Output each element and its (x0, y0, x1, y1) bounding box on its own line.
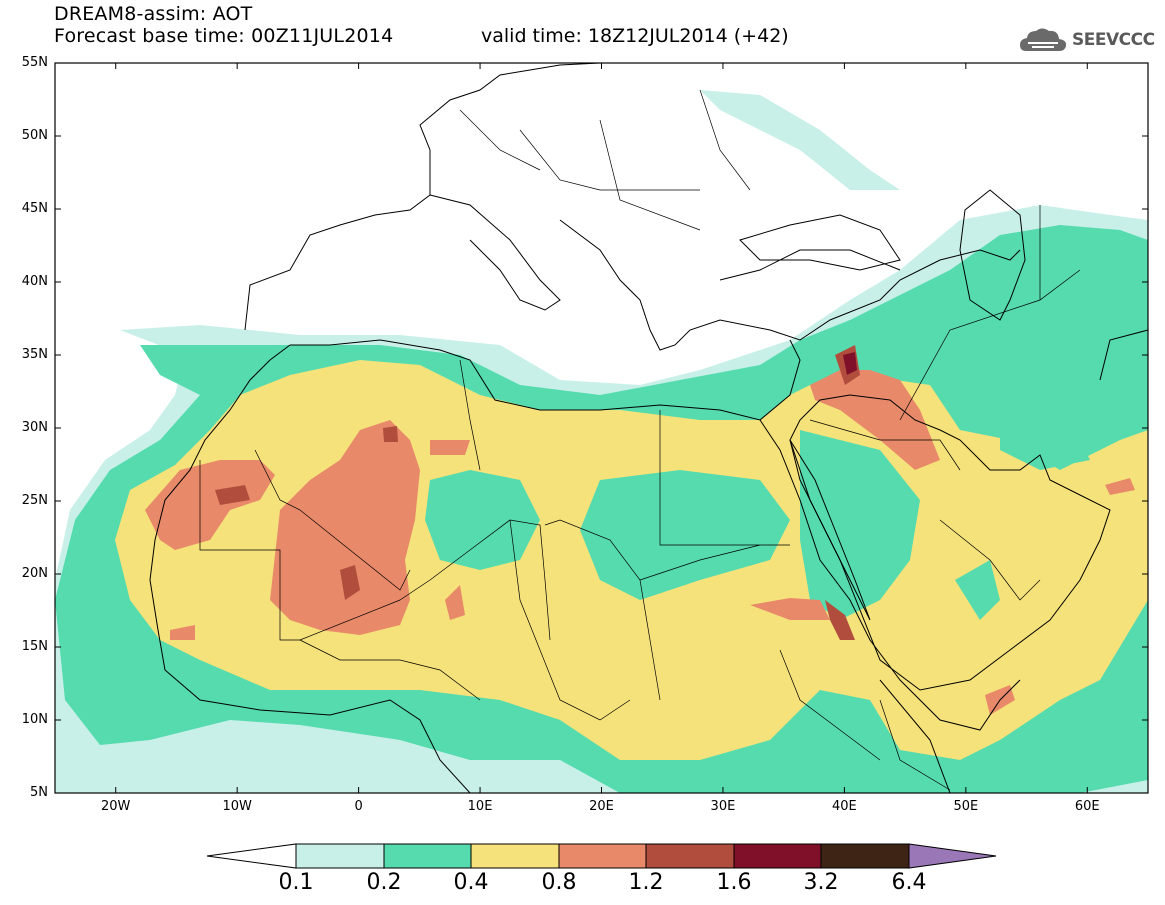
black-caspian-sea (739, 189, 1026, 321)
lat-label: 55N (21, 55, 48, 70)
logo-text: SEEVCCC (1072, 30, 1155, 50)
coastlines (149, 63, 1148, 793)
colorbar-bin-4 (558, 843, 647, 869)
colorbar-label: 1.6 (716, 870, 752, 895)
colorbar-bin-7 (820, 843, 910, 869)
colorbar-bin-6 (733, 843, 822, 869)
lat-label: 5N (30, 785, 48, 800)
colorbar-label: 6.4 (891, 870, 927, 895)
lon-label: 30E (710, 799, 736, 814)
lon-label: 0 (354, 799, 363, 814)
colorbar-label: 0.8 (541, 870, 577, 895)
lat-label: 40N (21, 274, 48, 289)
lat-label: 15N (21, 639, 48, 654)
africa-coastline (149, 339, 1021, 793)
lat-label: 50N (21, 128, 48, 143)
map-title: DREAM8-assim: AOT (54, 3, 253, 25)
red-sea (789, 439, 871, 621)
border-lines (199, 89, 1081, 791)
lon-label: 10W (222, 799, 252, 814)
lon-label: 50E (953, 799, 979, 814)
colorbar-bin-5 (645, 843, 735, 869)
colorbar (206, 843, 997, 869)
lat-label: 45N (21, 201, 48, 216)
lat-label: 20N (21, 566, 48, 581)
colorbar-bin-1 (295, 843, 385, 869)
colorbar-label: 0.1 (278, 870, 314, 895)
colorbar-label: 3.2 (803, 870, 839, 895)
arabia-coastline (789, 329, 1148, 691)
axis-ticks (55, 62, 1148, 794)
aot-band-0-8 (145, 370, 1135, 715)
aot-band-1-6 (843, 352, 857, 375)
cloud-logo-icon (1020, 28, 1067, 51)
colorbar-label: 1.2 (628, 870, 664, 895)
colorbar-under-arrow (206, 843, 297, 869)
lon-label: 20E (589, 799, 614, 814)
colorbar-bin-2 (383, 843, 472, 869)
lat-label: 25N (21, 493, 48, 508)
lat-label: 10N (21, 712, 48, 727)
forecast-base-time: Forecast base time: 00Z11JUL2014 (54, 25, 394, 47)
aot-band-0-2-inner (425, 400, 1090, 620)
lat-label: 35N (21, 347, 48, 362)
lon-label: 40E (831, 799, 857, 814)
europe-coastline (244, 63, 1021, 351)
lon-label: 10E (467, 799, 493, 814)
valid-time: valid time: 18Z12JUL2014 (+42) (481, 25, 789, 47)
lon-label: 20W (101, 799, 131, 814)
colorbar-over-arrow (908, 843, 997, 869)
colorbar-label: 0.2 (366, 870, 402, 895)
colorbar-bin-3 (470, 843, 560, 869)
country-borders (199, 89, 1081, 791)
lat-label: 30N (21, 420, 48, 435)
lon-label: 60E (1074, 799, 1100, 814)
colorbar-label: 0.4 (453, 870, 489, 895)
